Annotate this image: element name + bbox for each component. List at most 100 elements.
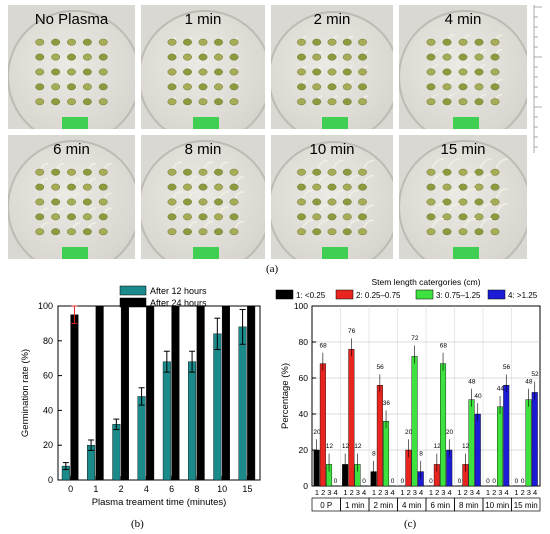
x-tick-label: 1 min: [345, 501, 365, 510]
panel-label: 8 min: [184, 141, 222, 158]
data-label: 8: [372, 450, 376, 457]
seed: [474, 53, 484, 61]
seed: [358, 38, 367, 46]
subcategory-label: 4: [476, 488, 480, 497]
seed: [474, 98, 484, 106]
x-tick-label: 10: [217, 484, 227, 494]
y-tick-label: 100: [38, 301, 53, 311]
subcategory-label: 2: [492, 488, 496, 497]
bar: [247, 305, 256, 481]
seed: [67, 98, 76, 106]
seed: [198, 198, 208, 206]
seed: [67, 68, 76, 76]
seed: [342, 98, 352, 106]
photo-panel: 4 min: [399, 5, 527, 129]
seed: [167, 98, 177, 106]
subcategory-label: 3: [498, 488, 502, 497]
seed: [312, 168, 322, 176]
seed: [82, 213, 92, 221]
x-tick-label: 2: [119, 484, 124, 494]
x-tick-label: 8 min: [459, 501, 479, 510]
seed: [426, 68, 436, 76]
seed: [198, 228, 208, 236]
subcategory-label: 4: [533, 488, 537, 497]
data-label: 0: [458, 478, 462, 485]
subcategory-label: 4: [504, 488, 508, 497]
seed: [98, 53, 108, 61]
seed: [35, 168, 45, 176]
subcategory-label: 1: [343, 488, 347, 497]
seed: [297, 183, 306, 191]
seed: [35, 198, 45, 206]
seed: [67, 83, 76, 91]
y-tick-label: 60: [43, 371, 53, 381]
seed: [51, 198, 61, 206]
subcategory-label: 3: [441, 488, 445, 497]
seed: [474, 38, 484, 46]
seed: [167, 168, 177, 176]
subcategory-label: 3: [527, 488, 531, 497]
seed: [297, 83, 306, 91]
bar: [146, 305, 155, 481]
seed: [82, 38, 92, 46]
data-label: 68: [440, 342, 448, 349]
seed: [358, 213, 367, 221]
seed: [490, 183, 500, 191]
y-tick-label: 80: [299, 337, 309, 347]
label-c: (c): [404, 518, 417, 530]
seed: [490, 98, 500, 106]
green-tag: [453, 117, 479, 129]
seed: [35, 68, 45, 76]
seed: [214, 98, 223, 106]
bar: [383, 420, 390, 487]
seed: [358, 98, 367, 106]
seed: [167, 53, 177, 61]
photo-panel: No Plasma: [8, 5, 135, 129]
y-tick-label: 100: [294, 301, 308, 311]
seed: [214, 38, 223, 46]
seed: [214, 53, 223, 61]
bar: [411, 356, 418, 487]
seed: [312, 83, 322, 91]
seed: [67, 183, 76, 191]
seed: [442, 38, 452, 46]
data-label: 12: [326, 443, 334, 450]
seed: [426, 213, 436, 221]
data-label: 36: [383, 400, 391, 407]
data-label: 12: [462, 443, 470, 450]
photo-panel: 15 min: [399, 135, 527, 259]
data-label: 44: [497, 386, 505, 393]
seed: [327, 168, 337, 176]
seed: [183, 38, 192, 46]
seed: [198, 183, 208, 191]
subcategory-label: 4: [419, 488, 423, 497]
data-label: 56: [503, 364, 511, 371]
seed: [297, 53, 306, 61]
subcategory-label: 1: [400, 488, 404, 497]
subcategory-label: 3: [413, 488, 417, 497]
seed: [490, 198, 500, 206]
y-axis-label: Percentage (%): [280, 363, 291, 429]
seed: [214, 168, 223, 176]
seed: [458, 228, 468, 236]
seed: [167, 38, 177, 46]
seed: [35, 183, 45, 191]
bar: [474, 413, 481, 487]
legend-label: 3: 0.75–1.25: [436, 291, 481, 300]
data-label: 0: [334, 478, 338, 485]
seed: [474, 213, 484, 221]
seed: [214, 228, 223, 236]
data-label: 8: [419, 450, 423, 457]
seed: [342, 38, 352, 46]
panel-label: 4 min: [444, 11, 482, 28]
seed: [198, 213, 208, 221]
data-label: 0: [521, 478, 525, 485]
seed: [229, 83, 239, 91]
legend-swatch: [335, 289, 354, 300]
bar: [497, 406, 504, 487]
bar: [531, 392, 538, 487]
seed: [198, 98, 208, 106]
data-label: 20: [313, 429, 321, 436]
bar: [137, 396, 146, 481]
seed: [229, 98, 239, 106]
